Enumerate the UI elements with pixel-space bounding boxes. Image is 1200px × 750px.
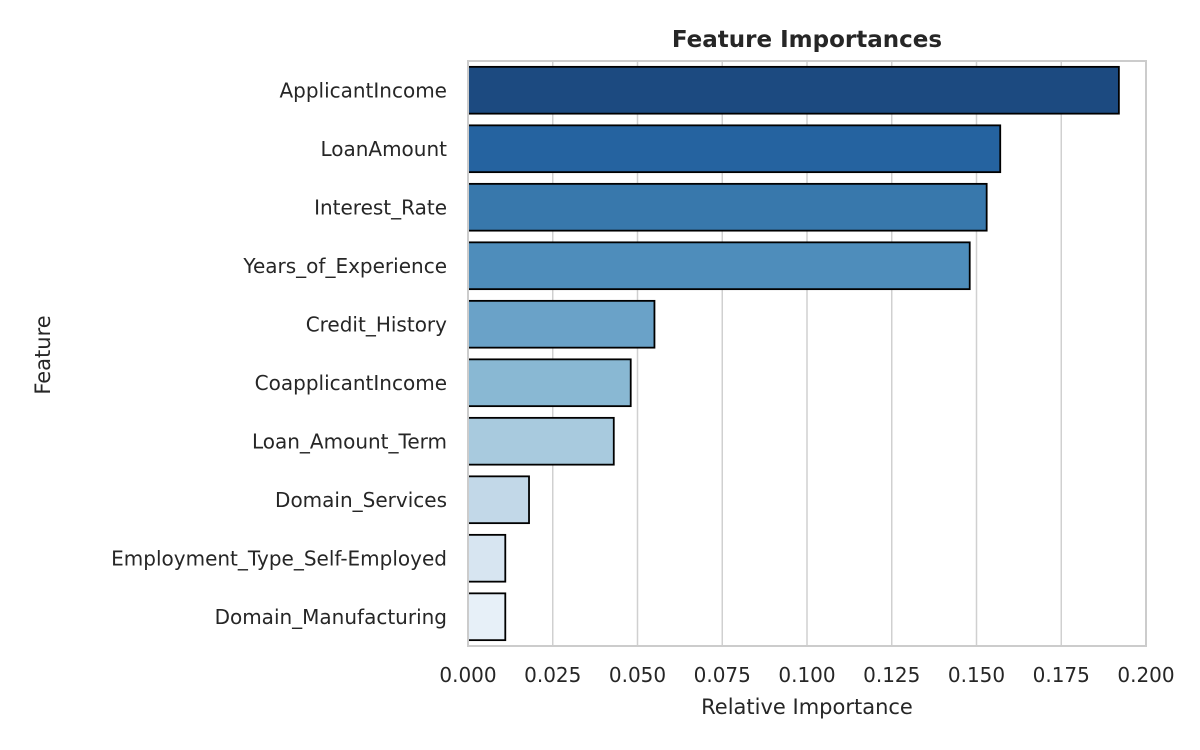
y-tick-label: CoapplicantIncome (255, 371, 447, 395)
bar-employment-type-self-employed (467, 533, 507, 583)
y-tick-label: Years_of_Experience (242, 254, 447, 278)
y-axis-title: Feature (31, 315, 55, 394)
y-tick-label: Employment_Type_Self-Employed (111, 546, 447, 570)
bar-loan-amount-term (467, 416, 615, 466)
x-tick-label: 0.150 (948, 663, 1005, 687)
y-tick-label: Interest_Rate (314, 195, 447, 219)
x-tick-label: 0.125 (863, 663, 920, 687)
bar-domain-manufacturing (467, 592, 507, 642)
x-tick-label: 0.200 (1117, 663, 1174, 687)
bar-credit-history (467, 299, 656, 349)
x-tick-label: 0.100 (778, 663, 835, 687)
bar-loanamount (467, 124, 1002, 174)
bar-years-of-experience (467, 241, 971, 291)
y-tick-label: Credit_History (306, 312, 447, 336)
y-tick-label: Loan_Amount_Term (252, 429, 447, 453)
x-tick-label: 0.000 (439, 663, 496, 687)
y-tick-label: Domain_Manufacturing (215, 605, 447, 629)
x-tick-label: 0.175 (1033, 663, 1090, 687)
y-tick-label: Domain_Services (275, 488, 447, 512)
bar-interest-rate (467, 182, 988, 232)
x-tick-label: 0.025 (524, 663, 581, 687)
x-axis-title: Relative Importance (701, 695, 913, 719)
bar-domain-services (467, 475, 530, 525)
x-tick-label: 0.075 (694, 663, 751, 687)
y-tick-label: LoanAmount (320, 137, 447, 161)
plot-frame (467, 60, 1147, 647)
x-tick-label: 0.050 (609, 663, 666, 687)
bar-applicantincome (467, 65, 1120, 115)
chart-title: Feature Importances (672, 27, 942, 53)
y-tick-label: ApplicantIncome (279, 78, 447, 102)
bar-coapplicantincome (467, 358, 632, 408)
